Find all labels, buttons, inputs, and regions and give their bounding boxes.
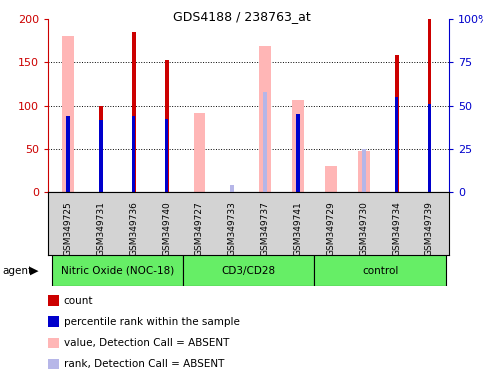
Text: agent: agent (2, 266, 32, 276)
Text: GSM349734: GSM349734 (392, 202, 401, 256)
Text: GSM349740: GSM349740 (162, 202, 171, 256)
Bar (395, 56, 398, 192)
Bar (358, 151, 369, 192)
Bar (395, 97, 398, 192)
Text: value, Detection Call = ABSENT: value, Detection Call = ABSENT (64, 338, 229, 348)
Text: CD3/CD28: CD3/CD28 (222, 266, 276, 276)
Bar (132, 32, 136, 192)
Text: control: control (362, 266, 398, 276)
Text: rank, Detection Call = ABSENT: rank, Detection Call = ABSENT (64, 359, 224, 369)
Text: GSM349736: GSM349736 (129, 202, 138, 257)
Bar (259, 46, 271, 192)
Bar (263, 92, 267, 192)
Text: GSM349731: GSM349731 (97, 202, 105, 257)
Text: GDS4188 / 238763_at: GDS4188 / 238763_at (172, 10, 311, 23)
Bar (325, 166, 337, 192)
Text: GSM349725: GSM349725 (64, 202, 72, 256)
Bar (165, 119, 168, 192)
Bar (314, 255, 446, 286)
Text: GSM349729: GSM349729 (327, 202, 335, 256)
Bar (292, 99, 304, 192)
Bar (62, 36, 74, 192)
Bar (297, 114, 299, 192)
Text: count: count (64, 296, 93, 306)
Text: GSM349727: GSM349727 (195, 202, 204, 256)
Bar (52, 255, 183, 286)
Bar (362, 149, 366, 192)
Text: GSM349730: GSM349730 (359, 202, 368, 257)
Bar (427, 19, 431, 192)
Text: GSM349733: GSM349733 (228, 202, 237, 257)
Text: percentile rank within the sample: percentile rank within the sample (64, 317, 240, 327)
Bar (132, 116, 135, 192)
Text: GSM349739: GSM349739 (425, 202, 434, 257)
Text: Nitric Oxide (NOC-18): Nitric Oxide (NOC-18) (61, 266, 174, 276)
Bar (99, 120, 102, 192)
Bar (428, 104, 431, 192)
Bar (66, 116, 70, 192)
Text: GSM349737: GSM349737 (261, 202, 270, 257)
Text: GSM349741: GSM349741 (294, 202, 302, 256)
Text: ▶: ▶ (30, 266, 39, 276)
Bar (194, 113, 205, 192)
Bar (165, 60, 169, 192)
Bar (183, 255, 314, 286)
Bar (99, 106, 103, 192)
Bar (230, 185, 234, 192)
